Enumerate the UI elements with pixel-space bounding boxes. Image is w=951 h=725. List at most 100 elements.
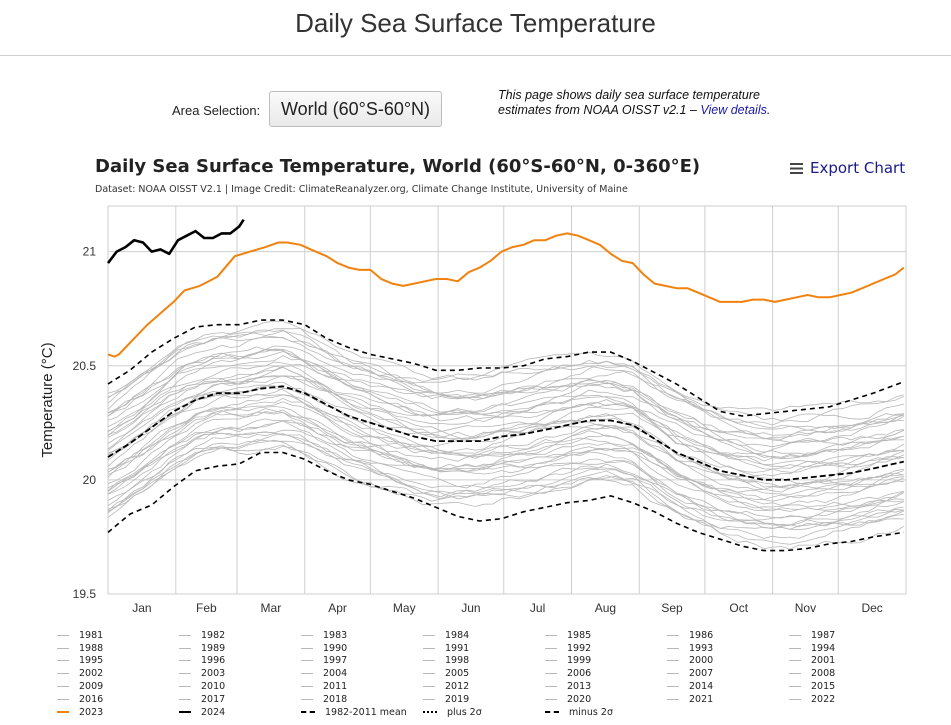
legend-item[interactable]: 2024	[179, 706, 301, 719]
legend-item[interactable]: 2017	[179, 693, 301, 706]
legend-item[interactable]: 1993	[667, 642, 789, 655]
legend-item[interactable]: 2011	[301, 680, 423, 693]
legend-item[interactable]: 1987	[789, 629, 911, 642]
legend-item[interactable]: 2015	[789, 680, 911, 693]
legend-swatch	[423, 698, 435, 700]
year-line-1992	[107, 409, 904, 509]
legend-item[interactable]: 1996	[179, 655, 301, 668]
legend-item[interactable]: 2002	[57, 667, 179, 680]
year-line-2007	[107, 375, 904, 473]
legend-item[interactable]: 1986	[667, 629, 789, 642]
legend-item[interactable]: 1983	[301, 629, 423, 642]
legend-item[interactable]: 2014	[667, 680, 789, 693]
legend-item[interactable]: 2000	[667, 655, 789, 668]
legend-label: 2024	[201, 706, 226, 718]
legend-label: 2010	[201, 681, 226, 693]
legend-item[interactable]: 2021	[667, 693, 789, 706]
legend-item[interactable]: 2019	[423, 693, 545, 706]
legend-label: 2020	[567, 693, 592, 705]
legend-label: plus 2σ	[447, 706, 482, 718]
legend-item[interactable]: 1994	[789, 642, 911, 655]
legend-item[interactable]: 1989	[179, 642, 301, 655]
year-line-1994	[107, 408, 904, 506]
legend-label: 2016	[79, 693, 104, 705]
legend-item[interactable]: 1990	[301, 642, 423, 655]
legend-item[interactable]: 1982-2011 mean	[301, 706, 423, 719]
legend-item[interactable]: 1981	[57, 629, 179, 642]
export-chart-button[interactable]: Export Chart	[790, 159, 905, 177]
year-line-1988	[107, 431, 904, 522]
area-selection-dropdown[interactable]: World (60°S-60°N)	[269, 91, 442, 127]
legend-item[interactable]: 1995	[57, 655, 179, 668]
legend-item[interactable]: 1999	[545, 655, 667, 668]
legend-label: 2017	[201, 693, 226, 705]
legend-item[interactable]: 1982	[179, 629, 301, 642]
legend-swatch	[423, 673, 435, 675]
legend-item[interactable]: plus 2σ	[423, 706, 545, 719]
year-line-1993	[107, 401, 904, 512]
year-line-1998	[107, 397, 904, 488]
y-tick-label: 20.5	[73, 359, 97, 373]
legend-item[interactable]: 2022	[789, 693, 911, 706]
year-line-2013	[107, 346, 904, 456]
legend-label: 2004	[323, 668, 348, 680]
legend-item[interactable]: 2001	[789, 655, 911, 668]
legend-item[interactable]: 2003	[179, 667, 301, 680]
x-tick-label: May	[393, 601, 416, 615]
legend-item[interactable]: 1997	[301, 655, 423, 668]
legend-item[interactable]: 1985	[545, 629, 667, 642]
legend-item[interactable]: 2023	[57, 706, 179, 719]
legend-item[interactable]: 2016	[57, 693, 179, 706]
legend-swatch	[179, 634, 191, 636]
legend-item[interactable]: 1998	[423, 655, 545, 668]
legend-item[interactable]: 2005	[423, 667, 545, 680]
legend-label: 2009	[79, 681, 104, 693]
legend-swatch	[57, 686, 69, 688]
year-line-1990	[107, 418, 904, 519]
x-tick-label: Jul	[530, 601, 545, 615]
legend-item[interactable]: 2013	[545, 680, 667, 693]
legend-swatch	[57, 698, 69, 700]
legend-item[interactable]: 2012	[423, 680, 545, 693]
legend-item[interactable]: minus 2σ	[545, 706, 667, 719]
page-title: Daily Sea Surface Temperature	[295, 8, 656, 38]
legend-label: 2006	[567, 668, 592, 680]
legend-label: 1982-2011 mean	[325, 706, 407, 718]
x-tick-label: Dec	[861, 601, 882, 615]
legend-swatch	[423, 660, 435, 662]
year-line-2014	[107, 351, 904, 455]
x-tick-label: Jun	[461, 601, 480, 615]
series-line-minus-2-	[107, 451, 904, 552]
legend-item[interactable]: 2009	[57, 680, 179, 693]
legend-label: 2023	[79, 706, 104, 718]
info-description: This page shows daily sea surface temper…	[498, 88, 760, 117]
legend-label: 2001	[811, 655, 836, 667]
legend-item[interactable]: 2008	[789, 667, 911, 680]
legend-label: 2002	[79, 668, 104, 680]
view-details-link[interactable]: View details	[700, 103, 767, 117]
legend-item[interactable]: 1992	[545, 642, 667, 655]
legend-item[interactable]: 1991	[423, 642, 545, 655]
legend-swatch	[301, 647, 313, 649]
chart-subtitle: Dataset: NOAA OISST V2.1 | Image Credit:…	[95, 184, 628, 195]
legend-label: 1986	[689, 629, 714, 641]
info-period: .	[766, 103, 771, 117]
legend-item[interactable]: 2004	[301, 667, 423, 680]
legend-item[interactable]: 2006	[545, 667, 667, 680]
legend-label: 1989	[201, 642, 226, 654]
x-tick-label: Jan	[132, 601, 151, 615]
legend-item[interactable]: 2010	[179, 680, 301, 693]
legend-label: 2007	[689, 668, 714, 680]
series-line-1982-2011-mean	[107, 385, 904, 481]
legend-item[interactable]: 2020	[545, 693, 667, 706]
legend-swatch	[667, 686, 679, 688]
year-line-1985	[107, 433, 904, 530]
legend-item[interactable]: 1988	[57, 642, 179, 655]
legend-swatch	[179, 698, 191, 700]
legend-item[interactable]: 1984	[423, 629, 545, 642]
legend-item[interactable]: 2007	[667, 667, 789, 680]
legend-label: 1993	[689, 642, 714, 654]
legend-item[interactable]: 2018	[301, 693, 423, 706]
legend-swatch	[789, 686, 801, 688]
legend-swatch	[667, 660, 679, 662]
